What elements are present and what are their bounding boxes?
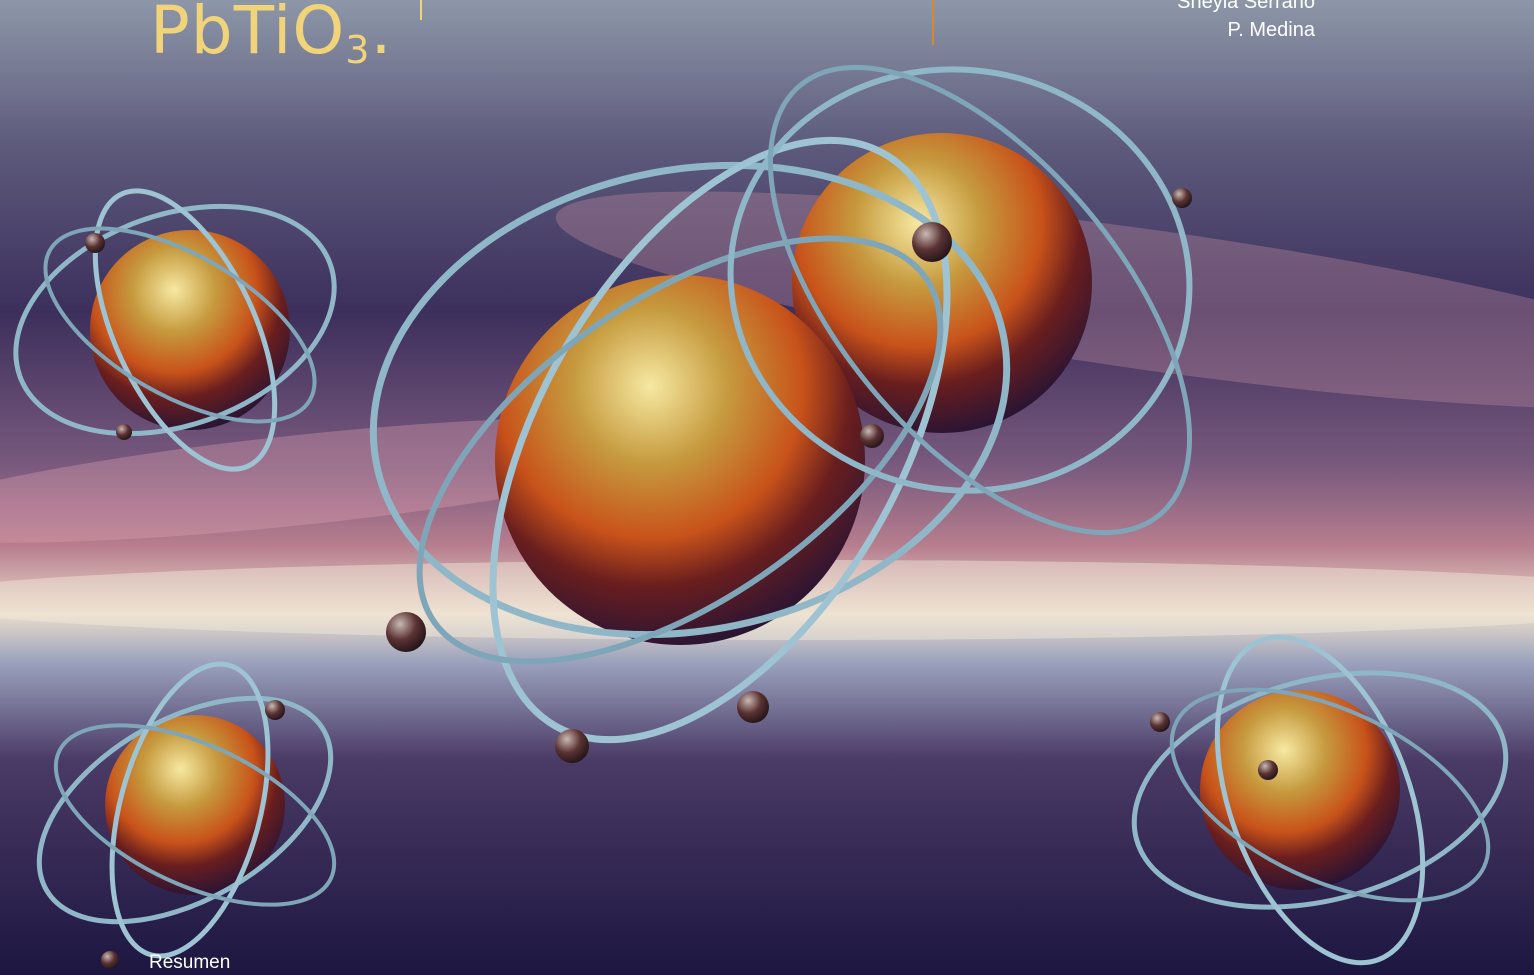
atom-center-back <box>792 133 1092 433</box>
author-name: P. Medina <box>1227 19 1315 41</box>
author-name: Sheyla Serrano <box>1177 0 1315 13</box>
formula-subscript: 3 <box>345 28 371 72</box>
title-mark <box>420 0 422 20</box>
article-title: PbTiO3. <box>150 0 393 69</box>
atom-top-left <box>13 188 337 472</box>
atom-center-front <box>369 64 1193 763</box>
formula-tail: . <box>370 0 393 69</box>
accent-divider <box>932 0 934 45</box>
atom-bottom-right <box>1131 634 1509 966</box>
section-label-resumen: Resumen <box>149 952 231 973</box>
author-list: Sheyla Serrano P. Medina <box>1100 0 1315 44</box>
formula-main: PbTiO <box>150 0 346 69</box>
atom-bottom-left <box>36 661 337 969</box>
